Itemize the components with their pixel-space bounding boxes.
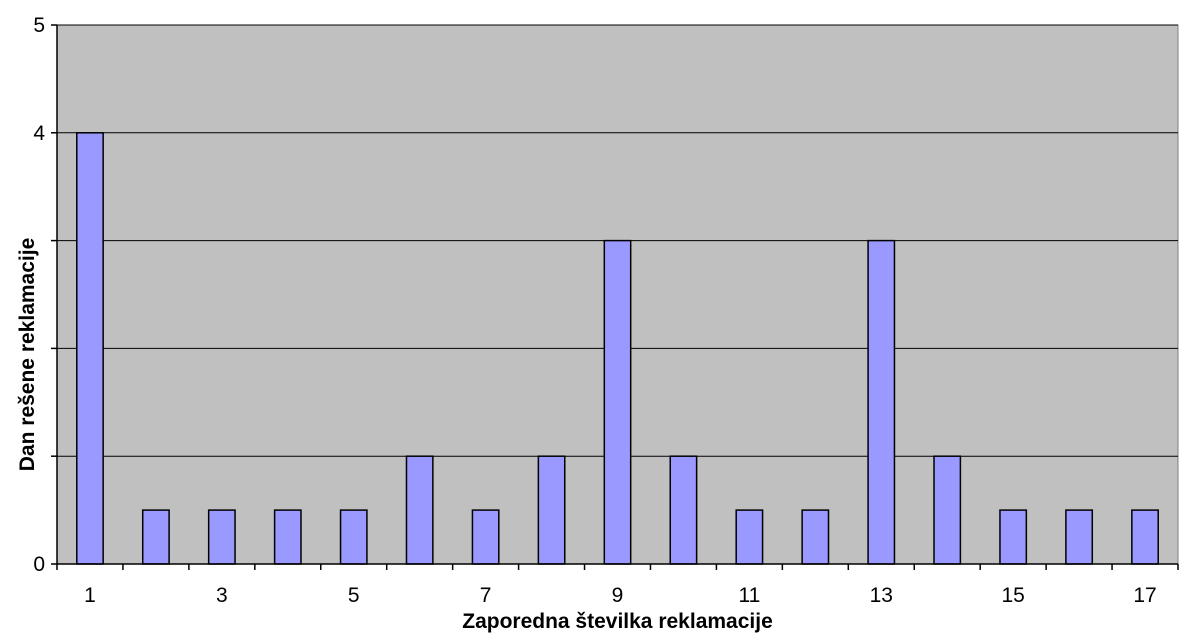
x-tick-label: 9 <box>612 584 624 607</box>
bar-5 <box>339 509 368 565</box>
bar-14 <box>933 455 962 565</box>
y-axis-title: Dan rešene reklamacije <box>16 238 39 471</box>
bar-11 <box>735 509 764 565</box>
x-axis-title: Zaporedna številka reklamacije <box>462 610 773 633</box>
y-tick-label: 0 <box>33 553 45 576</box>
bar-1 <box>76 132 104 565</box>
x-tick-label: 7 <box>480 584 492 607</box>
bar-7 <box>471 509 500 565</box>
y-tick-label: 4 <box>33 122 45 145</box>
bar-4 <box>273 509 302 565</box>
bar-17 <box>1131 509 1159 565</box>
x-tick-label: 5 <box>348 584 360 607</box>
y-tick-labels: 0 4 5 <box>33 14 45 576</box>
x-tick-label: 1 <box>84 584 96 607</box>
x-tick-label: 13 <box>870 584 893 607</box>
bar-16 <box>1065 509 1094 565</box>
bar-3 <box>207 509 236 565</box>
x-tick-label: 3 <box>216 584 228 607</box>
x-tick-labels: 1 3 5 7 9 11 13 15 17 <box>84 584 1157 607</box>
bar-2 <box>141 509 170 565</box>
axes <box>51 24 1179 570</box>
bar-15 <box>999 509 1028 565</box>
bar-6 <box>405 455 434 565</box>
bar-13 <box>867 239 896 565</box>
bar-10 <box>669 455 698 565</box>
y-tick-label: 5 <box>33 14 45 37</box>
x-tick-label: 11 <box>738 584 760 607</box>
bar-8 <box>537 455 566 565</box>
x-tick-label: 15 <box>1001 584 1024 607</box>
bar-9 <box>603 239 632 565</box>
bars <box>76 132 1159 565</box>
x-tick-label: 17 <box>1133 584 1156 607</box>
bar-12 <box>801 509 830 565</box>
